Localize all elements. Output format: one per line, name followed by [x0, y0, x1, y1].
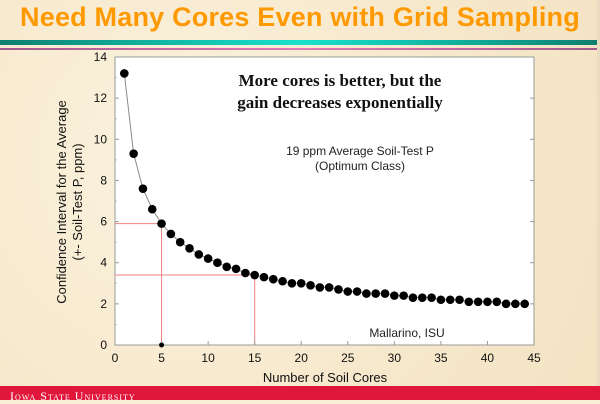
data-point [380, 289, 390, 298]
data-point [408, 293, 418, 302]
data-point [483, 297, 492, 307]
plot-area [114, 56, 535, 346]
data-point [296, 278, 306, 288]
y-tick-label: 4 [100, 256, 107, 270]
data-point [157, 219, 166, 228]
data-point [324, 283, 334, 292]
data-point [390, 291, 399, 300]
data-point [138, 184, 148, 193]
slide-title: Need Many Cores Even with Grid Sampling [20, 2, 580, 32]
data-point [222, 262, 232, 272]
data-point [352, 287, 362, 296]
data-point [250, 270, 259, 280]
data-point [427, 293, 436, 302]
data-point [362, 289, 371, 298]
data-point [464, 297, 474, 307]
y-tick-label: 12 [94, 91, 108, 105]
annotation-note-1: 19 ppm Average Soil-Test P [286, 144, 434, 158]
y-tick-label: 10 [94, 132, 108, 146]
x-tick-label: 10 [201, 351, 215, 365]
data-point [166, 229, 176, 239]
data-point-axis [159, 342, 165, 348]
annotation-credit: Mallarino, ISU [369, 326, 444, 340]
data-point [399, 291, 408, 300]
data-point [147, 204, 157, 214]
data-point [268, 274, 278, 284]
y-tick-label: 0 [100, 338, 107, 352]
data-point [231, 264, 241, 274]
data-point [120, 69, 129, 78]
data-point [511, 299, 520, 309]
data-point [343, 287, 353, 296]
data-point [492, 297, 502, 307]
x-tick-label: 30 [388, 351, 402, 365]
annotation-note-2: (Optimum Class) [315, 159, 405, 173]
x-tick-label: 15 [248, 351, 262, 365]
data-point [315, 283, 325, 292]
footer-university: Iowa State University [10, 389, 136, 403]
y-tick-label: 14 [94, 50, 108, 64]
x-tick-label: 35 [434, 351, 448, 365]
data-point [371, 289, 381, 298]
y-axis-label-1: Confidence Interval for the Average [54, 100, 69, 304]
annotation-headline-1: More cores is better, but the [239, 71, 442, 90]
x-tick-label: 25 [341, 351, 355, 365]
teal-divider [0, 40, 600, 45]
x-tick-label: 20 [295, 351, 309, 365]
data-point [306, 281, 315, 290]
x-tick-label: 40 [481, 351, 495, 365]
data-point [175, 237, 185, 247]
x-tick-label: 5 [158, 351, 165, 365]
data-point [501, 299, 511, 309]
y-tick-label: 6 [100, 215, 107, 229]
pink-divider [0, 48, 600, 50]
data-point [185, 244, 194, 253]
data-point [436, 295, 446, 305]
data-point [213, 258, 222, 268]
y-tick-label: 2 [100, 297, 107, 311]
data-point [455, 295, 464, 305]
y-tick-label: 8 [100, 173, 107, 187]
x-axis-label: Number of Soil Cores [263, 370, 388, 385]
data-point [194, 250, 204, 259]
x-tick-label: 0 [112, 351, 119, 365]
window-edge [597, 0, 600, 386]
data-point [203, 254, 213, 263]
footer-band [0, 386, 600, 400]
data-point [259, 272, 269, 282]
annotation-headline-2: gain decreases exponentially [237, 93, 443, 112]
data-point [445, 295, 455, 305]
data-point [278, 276, 287, 286]
data-point [334, 285, 343, 294]
data-point [473, 297, 483, 307]
data-point [129, 149, 138, 158]
data-point [241, 268, 250, 278]
y-axis-label-2: (+- Soil-Test P, ppm) [70, 143, 85, 260]
data-point [417, 293, 427, 302]
data-point [287, 278, 297, 288]
data-point [520, 299, 529, 309]
x-tick-label: 45 [527, 351, 541, 365]
